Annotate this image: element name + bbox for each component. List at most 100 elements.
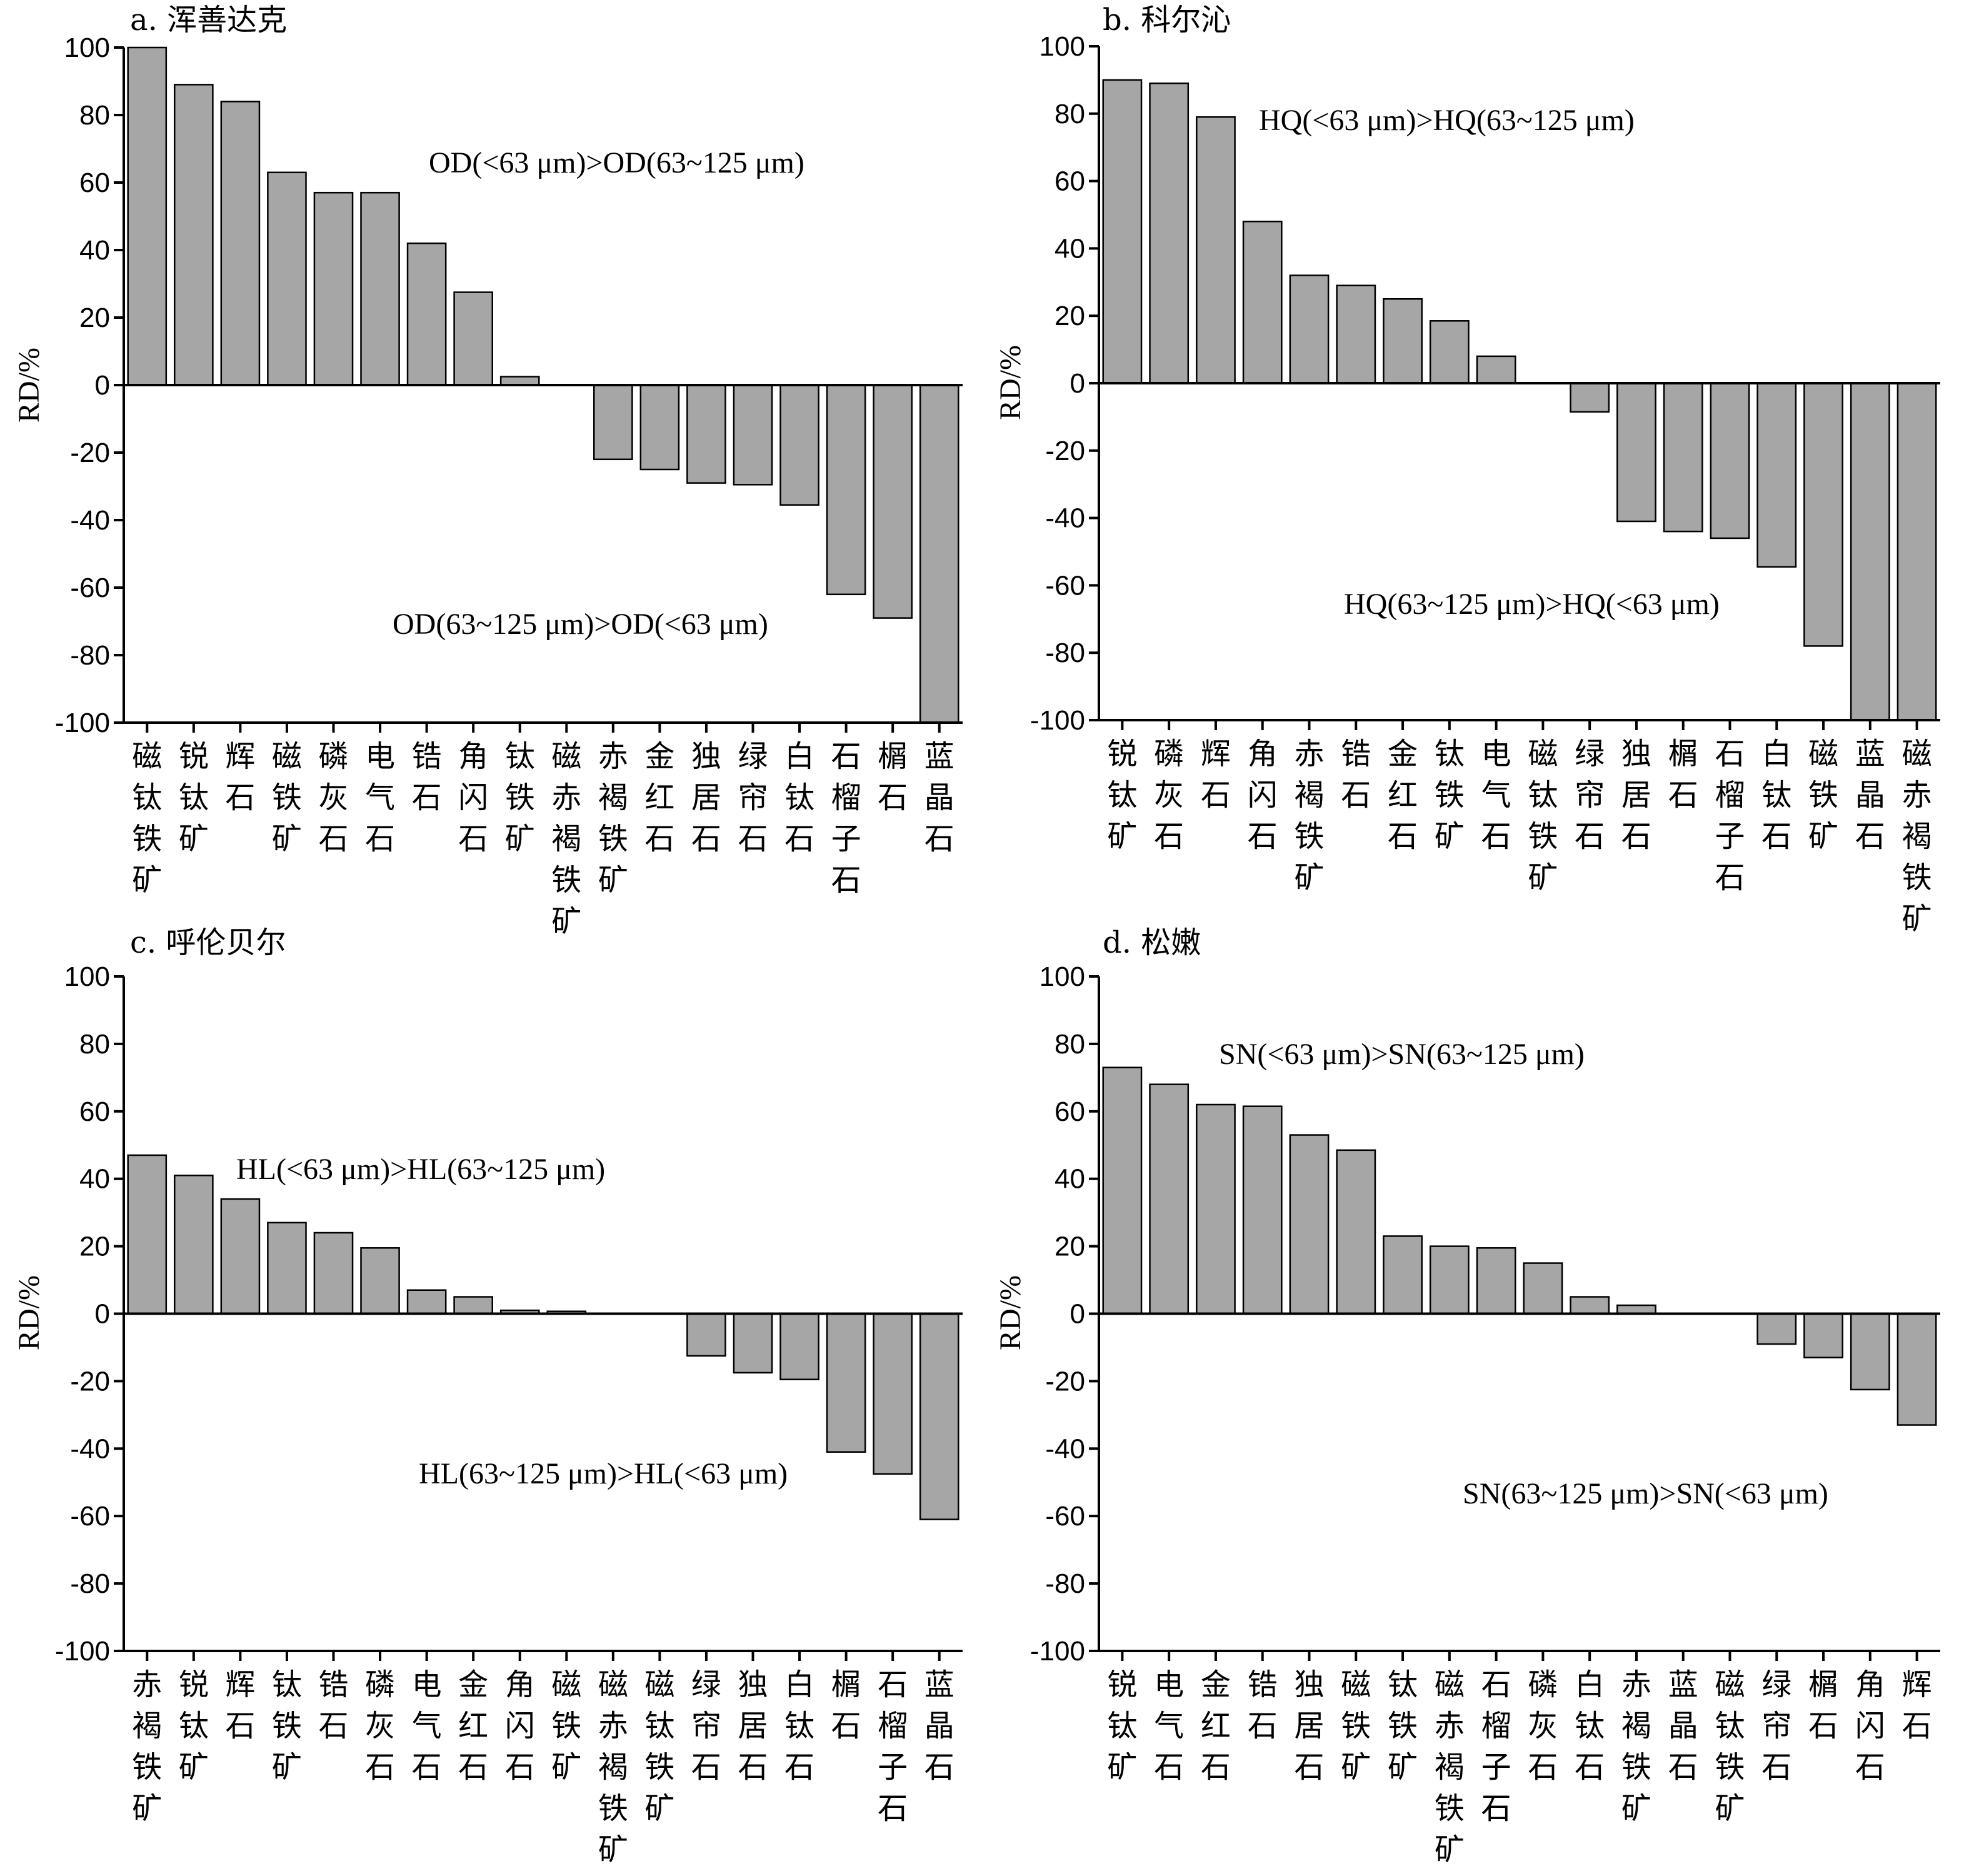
chart-panel-d: d. 松嫩 RD/% 100 80 60 40 20 0 -20 -40 -60 -80 -100 锐钛矿… [994,925,1940,1867]
category-label-9: 角闪石 [505,1667,535,1785]
bar-4 [267,171,307,386]
category-label-10: 磷灰石 [1528,1667,1558,1785]
category-label-10: 磁铁矿 [551,1667,581,1785]
bar-9 [1476,355,1516,384]
category-label-4: 锆石 [1248,1667,1278,1743]
chart-title: b. 科尔沁 [1103,3,1231,38]
bar-17 [873,384,913,619]
y-tick-label: 0 [1070,1299,1085,1330]
y-tick-label: 40 [1055,233,1085,264]
y-tick-label: -100 [55,1636,110,1667]
category-label-5: 赤褐铁矿 [1294,736,1324,895]
bar-1 [1102,79,1143,384]
y-tick-label: 60 [1055,166,1085,197]
y-tick-label: 60 [1055,1096,1085,1127]
bar-16 [1803,1313,1843,1358]
category-label-13: 蓝晶石 [1668,1667,1698,1785]
category-label-5: 独居石 [1294,1667,1324,1785]
bar-8 [1429,320,1470,384]
y-tick-label: -100 [1030,1636,1085,1667]
y-tick-label: -40 [70,1433,110,1464]
y-tick-label: 20 [1055,301,1085,331]
category-label-15: 白钛石 [784,1667,814,1785]
category-label-11: 白钛石 [1575,1667,1605,1785]
bar-17 [873,1313,913,1475]
category-label-9: 电气石 [1481,736,1511,854]
bar-4 [1242,1105,1283,1315]
y-tick-label: -20 [1045,1366,1085,1397]
bar-13 [686,1313,726,1357]
category-label-7: 电气石 [412,1667,442,1785]
y-tick-label: -60 [70,573,110,603]
y-tick-label: 60 [79,168,110,198]
y-tick-label: 40 [1055,1164,1085,1195]
bar-16 [1803,382,1843,647]
chart-panel-c: c. 呼伦贝尔 RD/% 100 80 60 40 20 0 -20 -40 -60 -80 -100 赤… [13,925,963,1867]
category-label-3: 辉石 [225,739,255,815]
y-tick-label: 20 [79,303,110,333]
y-tick-label: 80 [1055,99,1085,129]
annotation-top: SN(<63 μm)>SN(63~125 μm) [1219,1038,1585,1071]
chart-title: a. 浑善达克 [130,3,287,38]
category-label-5: 锆石 [318,1667,348,1743]
category-label-16: 榍石 [1808,1667,1838,1743]
category-label-7: 钛铁矿 [1388,1667,1418,1785]
y-tick-label: 40 [79,235,110,266]
bar-4 [267,1221,307,1315]
bar-12 [1616,1304,1656,1315]
bar-7 [406,242,447,386]
bar-6 [1336,284,1376,384]
y-tick-label: 100 [1040,31,1085,62]
y-tick-label: -40 [1045,503,1085,534]
y-tick-label: -40 [1045,1433,1085,1464]
bar-1 [127,1154,168,1315]
y-tick-label: 100 [64,961,110,992]
y-axis-label: RD/% [994,345,1027,420]
bar-3 [1196,1103,1236,1315]
category-label-11: 绿帘石 [1575,736,1605,854]
category-label-13: 榍石 [1668,736,1698,813]
category-label-13: 绿帘石 [691,1667,721,1785]
bar-16 [826,1313,866,1453]
bar-8 [453,1296,493,1315]
y-axis-label: RD/% [13,1275,46,1350]
bar-1 [1102,1066,1143,1315]
bar-4 [1242,221,1283,384]
bar-13 [686,384,726,484]
category-label-4: 角闪石 [1248,736,1278,854]
bar-3 [1196,116,1236,384]
y-tick-label: -80 [1045,1568,1085,1599]
category-label-17: 石榴子石 [878,1667,908,1826]
bar-11 [1570,382,1610,413]
bar-6 [360,191,400,386]
category-label-11: 赤褐铁矿 [598,739,628,898]
category-label-1: 磁钛铁矿 [132,739,162,898]
bar-11 [593,384,633,461]
chart-title: c. 呼伦贝尔 [130,925,286,960]
bar-9 [499,376,540,386]
y-tick-label: 0 [95,370,110,401]
category-label-5: 磷灰石 [318,739,348,856]
category-label-3: 辉石 [225,1667,255,1743]
bar-5 [313,191,354,386]
y-tick-label: 0 [1070,368,1085,399]
category-label-17: 蓝晶石 [1855,736,1885,854]
y-tick-label: -60 [1045,570,1085,601]
category-label-13: 独居石 [691,739,721,856]
bar-14 [733,1313,773,1374]
bar-2 [174,1175,214,1315]
bar-12 [1616,382,1656,523]
bar-14 [733,384,773,486]
category-label-2: 锐钛矿 [179,1667,209,1785]
bar-5 [1289,274,1330,384]
category-label-3: 辉石 [1201,736,1231,813]
category-label-8: 磁赤褐铁矿 [1435,1667,1465,1867]
category-label-4: 磁铁矿 [272,739,302,856]
category-label-14: 独居石 [738,1667,768,1785]
bar-5 [1289,1134,1330,1315]
bar-6 [1336,1149,1376,1315]
category-label-18: 蓝晶石 [924,739,954,856]
bar-15 [1756,1313,1797,1345]
category-label-8: 钛铁矿 [1435,736,1465,854]
category-label-8: 角闪石 [458,739,488,856]
